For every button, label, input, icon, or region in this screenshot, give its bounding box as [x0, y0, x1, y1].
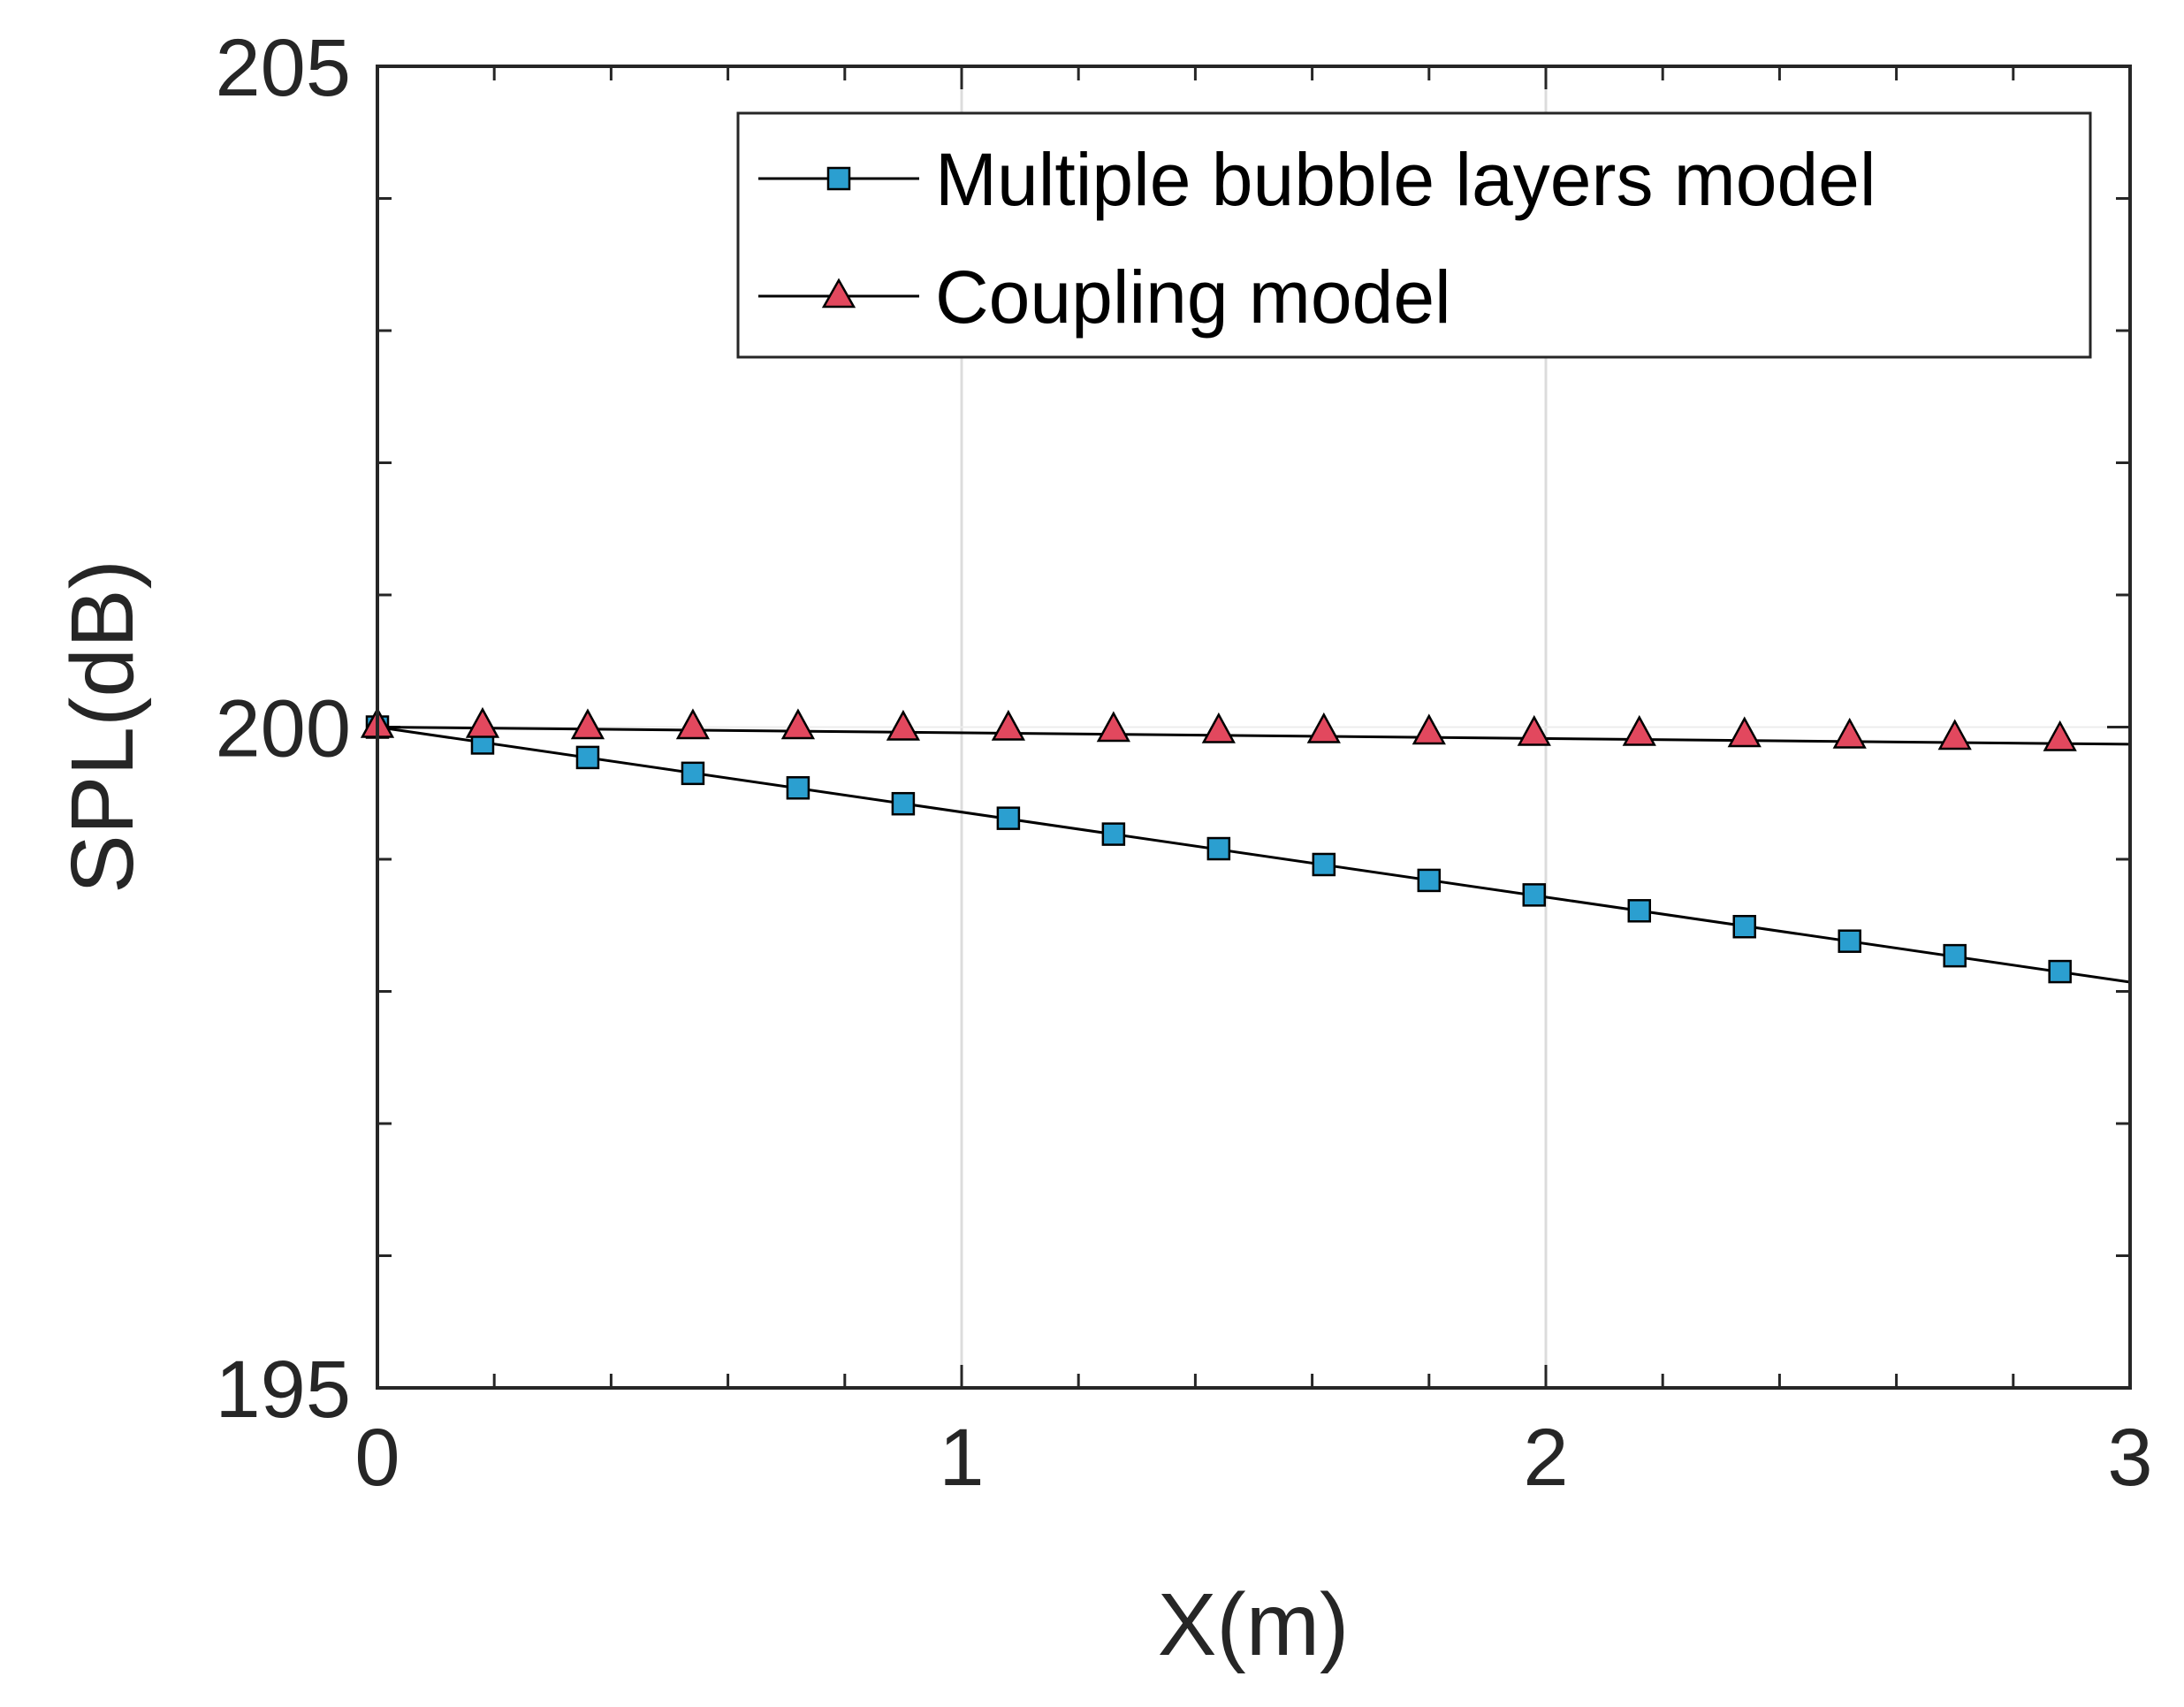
data-point-triangle — [1622, 714, 1656, 746]
data-point-square — [1206, 836, 1231, 861]
data-point-triangle — [1412, 713, 1446, 745]
x-axis-title: X(m) — [1158, 1575, 1350, 1674]
data-point-square — [1417, 868, 1442, 893]
legend-label-coupling: Coupling model — [935, 255, 1451, 339]
y-tick-label: 195 — [216, 1345, 352, 1435]
data-point-square — [891, 791, 916, 816]
y-axis-title: SPL(dB) — [53, 560, 152, 894]
legend-marker-triangle — [821, 278, 856, 309]
series-1 — [360, 706, 2131, 751]
data-point-triangle — [1096, 711, 1130, 743]
data-point-square — [1838, 929, 1861, 953]
data-point-square — [1522, 883, 1547, 907]
data-point-square — [1312, 852, 1336, 877]
y-tick-label: 200 — [216, 684, 352, 774]
series-layer — [360, 706, 2131, 984]
legend-marker-square — [826, 166, 851, 191]
data-point-square — [996, 806, 1021, 830]
data-point-triangle — [780, 708, 816, 740]
data-point-triangle — [886, 709, 921, 741]
data-point-triangle — [2043, 720, 2077, 751]
tick-labels: 0 1 2 3 195 200 205 — [216, 23, 2153, 1503]
x-tick-label: 3 — [2107, 1413, 2152, 1503]
data-point-square — [575, 745, 600, 770]
data-point-triangle — [1832, 717, 1867, 749]
data-point-square — [1732, 914, 1756, 939]
data-point-triangle — [991, 709, 1025, 741]
y-tick-label: 205 — [216, 23, 352, 113]
legend-label-multiple: Multiple bubble layers model — [935, 138, 1876, 221]
data-point-square — [786, 776, 810, 800]
data-point-square — [1101, 822, 1126, 846]
x-tick-label: 1 — [939, 1413, 984, 1503]
data-point-square — [681, 761, 705, 786]
data-point-triangle — [570, 708, 605, 740]
data-point-triangle — [1201, 712, 1236, 743]
data-point-triangle — [1727, 716, 1762, 748]
series-0 — [365, 715, 2131, 984]
legend-box — [736, 111, 2092, 359]
data-point-triangle — [465, 706, 500, 738]
plot-area-border — [376, 65, 2132, 1390]
data-point-triangle — [1937, 719, 1972, 751]
x-tick-label: 2 — [1523, 1413, 1568, 1503]
data-point-square — [1627, 899, 1652, 923]
data-point-square — [1943, 943, 1967, 968]
data-point-triangle — [1306, 712, 1341, 743]
legend: Multiple bubble layers model Coupling mo… — [736, 111, 2092, 359]
x-tick-label: 0 — [354, 1413, 400, 1503]
data-point-triangle — [675, 708, 711, 740]
data-point-triangle — [1517, 714, 1551, 746]
data-point-square — [2048, 959, 2072, 984]
